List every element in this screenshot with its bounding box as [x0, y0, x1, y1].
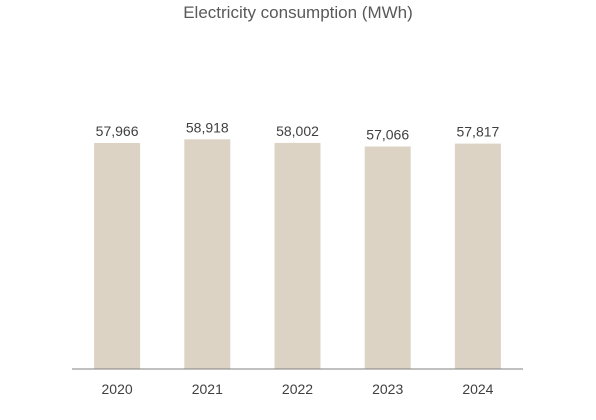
bars-group [94, 139, 501, 369]
category-label-2021: 2021 [192, 381, 223, 397]
value-label-2023: 57,066 [366, 127, 409, 143]
value-label-2020: 57,966 [96, 123, 139, 139]
value-label-2022: 58,002 [276, 123, 319, 139]
value-label-2021: 58,918 [186, 119, 229, 135]
category-label-2024: 2024 [462, 381, 493, 397]
bar-2024 [454, 143, 501, 369]
category-label-2020: 2020 [102, 381, 133, 397]
value-label-2024: 57,817 [456, 124, 499, 140]
chart-title: Electricity consumption (MWh) [183, 3, 413, 22]
bar-2023 [364, 146, 411, 369]
category-label-2022: 2022 [282, 381, 313, 397]
category-label-2023: 2023 [372, 381, 403, 397]
category-labels-group: 2020 2021 2022 2023 2024 [102, 381, 494, 397]
bar-2021 [184, 139, 231, 369]
value-labels-group: 57,966 58,918 58,002 57,066 57,817 [96, 119, 500, 142]
bar-2022 [274, 142, 321, 369]
bar-2020 [94, 143, 141, 369]
